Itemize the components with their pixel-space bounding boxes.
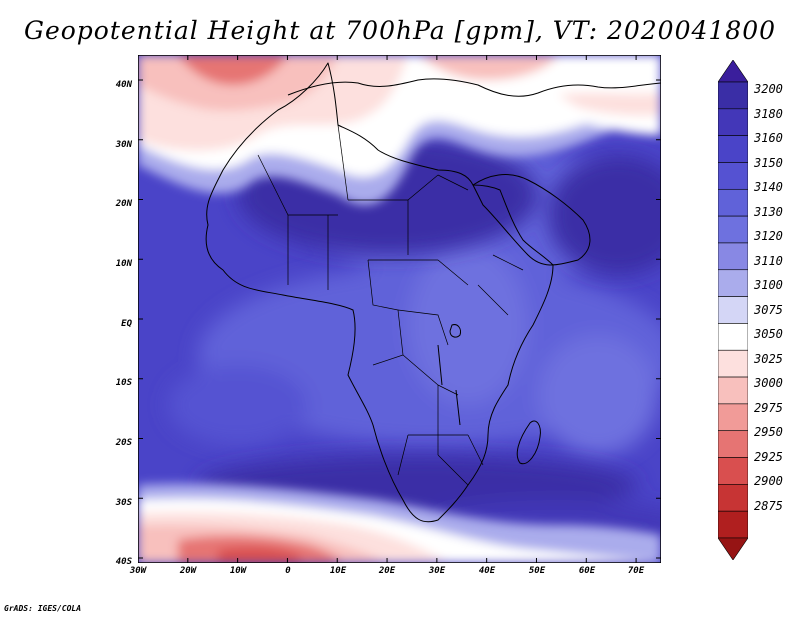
lon-tick-label: 70E (627, 566, 645, 576)
colorbar-label: 3100 (754, 278, 783, 292)
colorbar-box (718, 296, 748, 324)
colorbar-label: 3200 (754, 82, 783, 96)
colorbar-box (718, 269, 748, 297)
lat-tick-label: 10N (115, 259, 132, 269)
colorbar-label: 2950 (754, 425, 783, 439)
colorbar-label: 3075 (754, 303, 783, 317)
lon-tick-label: 10W (229, 566, 247, 576)
colorbar-label: 3130 (754, 205, 783, 219)
arabian-peninsula (472, 174, 591, 266)
map-title: Geopotential Height at 700hPa [gpm], VT:… (23, 16, 777, 45)
lon-tick-label: 30W (129, 566, 147, 576)
axis-ticks (138, 55, 661, 563)
country-borders (257, 124, 524, 486)
colorbar-box (718, 323, 748, 351)
lake-tanganyika (437, 344, 443, 386)
south-trough (138, 483, 661, 563)
colorbar-label: 3120 (754, 229, 783, 243)
colorbar-box (718, 162, 748, 190)
colorbar-label: 3150 (754, 156, 783, 170)
colorbar-label: 3025 (754, 352, 783, 366)
colorbar-box (718, 403, 748, 432)
colorbar-label: 2975 (754, 401, 783, 415)
colorbar-box (718, 457, 748, 485)
north-ridge-trough (138, 55, 661, 205)
lon-tick-label: 40E (478, 566, 496, 576)
lat-tick-label: 40S (115, 557, 132, 567)
colorbar-box (718, 81, 748, 110)
lake-victoria (449, 324, 461, 338)
lat-tick-label: 20S (115, 438, 132, 448)
colorbar-top-arrow (718, 60, 748, 83)
lat-tick-label: 20N (115, 199, 132, 209)
colorbar-box (718, 242, 748, 271)
colorbar-label: 3160 (754, 131, 783, 145)
colorbar-label: 3050 (754, 327, 783, 341)
lon-tick-label: 20E (378, 566, 396, 576)
madagascar (516, 420, 541, 465)
colorbar-label: 3000 (754, 376, 783, 390)
colorbar-box (718, 215, 748, 244)
colorbar-box (718, 376, 748, 405)
colorbar-box (718, 135, 748, 163)
europe-coast (287, 78, 661, 97)
coastlines (205, 62, 661, 523)
colorbar-label: 2900 (754, 474, 783, 488)
colorbar-box (718, 108, 748, 136)
height-field-map (138, 55, 661, 563)
lat-tick-label: 40N (115, 80, 132, 90)
lat-tick-label: 30S (115, 498, 132, 508)
colorbar-box (718, 188, 748, 217)
lat-tick-label: 30N (115, 140, 132, 150)
lon-tick-label: 50E (528, 566, 546, 576)
colorbar-label: 3180 (754, 107, 783, 121)
lon-tick-label: 0 (285, 566, 291, 576)
colorbar-label: 3140 (754, 180, 783, 194)
grads-credit: GrADS: IGES/COLA (4, 604, 82, 613)
lon-tick-label: 30E (428, 566, 446, 576)
lon-tick-label: 20W (179, 566, 197, 576)
colorbar-box (718, 349, 748, 378)
colorbar-label: 2925 (754, 450, 783, 464)
colorbar-box (718, 510, 748, 539)
lake-malawi (455, 389, 461, 426)
colorbar (718, 60, 748, 560)
lat-tick-label: 10S (115, 378, 132, 388)
colorbar-box (718, 430, 748, 458)
africa-coastline (205, 62, 554, 523)
lon-tick-label: 10E (329, 566, 347, 576)
lat-tick-label: EQ (121, 319, 132, 329)
colorbar-box (718, 484, 748, 512)
colorbar-label: 2875 (754, 499, 783, 513)
lon-tick-label: 60E (578, 566, 596, 576)
colorbar-label: 3110 (754, 254, 783, 268)
colorbar-bottom-arrow (718, 537, 748, 560)
